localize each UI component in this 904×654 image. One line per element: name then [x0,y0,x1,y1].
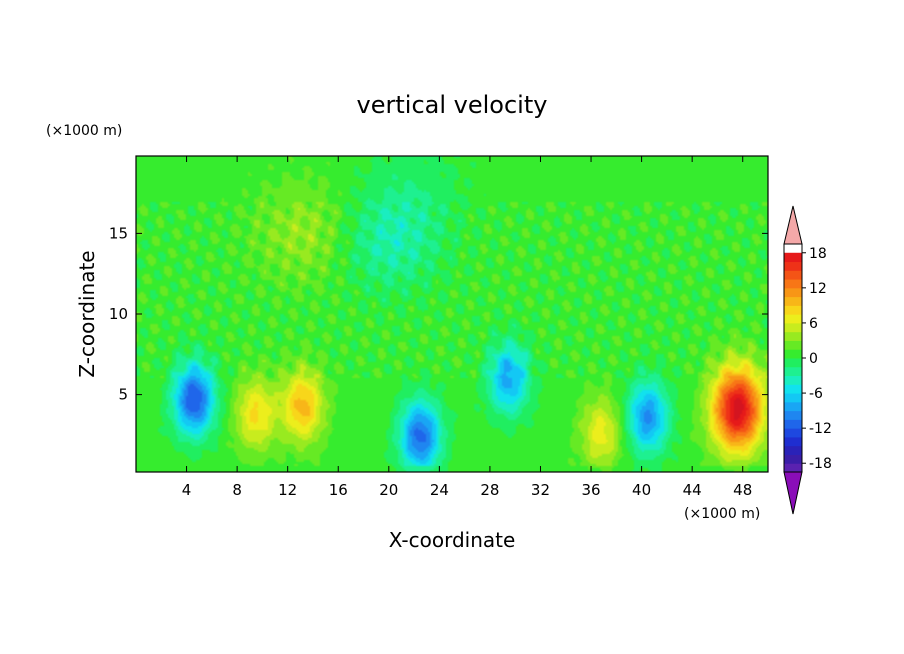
colorbar-segment [784,410,802,420]
x-tick-label: 28 [480,481,499,499]
x-tick-label: 24 [430,481,449,499]
colorbar-segment [784,419,802,429]
colorbar-segment [784,366,802,377]
x-tick-label: 36 [581,481,600,499]
x-axis-label: X-coordinate [389,528,516,552]
colorbar-segment [784,331,802,341]
colorbar-segment [784,428,802,438]
colorbar-segment [784,349,802,359]
colorbar-tick-label: -12 [809,421,832,437]
colorbar-tick-label: -18 [809,456,832,472]
colorbar-extend-min [783,471,803,515]
colorbar-segment [784,340,802,350]
colorbar-segment [784,305,802,315]
colorbar-segment [784,463,802,473]
colorbar-segment [784,375,802,385]
x-tick-label: 16 [329,481,348,499]
colorbar-tick-label: -6 [809,386,823,402]
y-unit-label: (×1000 m) [46,123,122,139]
colorbar-tick-label: 18 [809,246,827,262]
colorbar-tick-label: 12 [809,281,827,297]
colorbar-segment [784,296,802,306]
colorbar-segment [784,436,802,447]
x-tick-label: 20 [379,481,398,499]
colorbar-segment [784,358,802,368]
colorbar-tick-label: 0 [809,351,818,367]
colorbar-segment [784,322,802,333]
y-axis-label: Z-coordinate [75,250,99,377]
colorbar-segment [784,314,802,324]
x-tick-label: 44 [683,481,702,499]
plot-area [135,155,769,473]
y-tick-label: 10 [109,305,128,323]
chart-title: vertical velocity [357,91,548,119]
y-axis: 5 10 15 [109,224,768,404]
colorbar-segment [784,393,802,403]
colorbar-tick-label: 6 [809,316,818,332]
colorbar-segment [784,261,802,271]
x-tick-label: 12 [278,481,297,499]
x-tick-label: 4 [182,481,192,499]
colorbar-segment [784,270,802,280]
x-unit-label: (×1000 m) [684,506,760,522]
x-tick-label: 8 [232,481,242,499]
colorbar-segment [784,279,802,289]
colorbar-segment [784,445,802,455]
colorbar-segment [784,287,802,298]
y-tick-label: 15 [109,224,128,242]
colorbar-segment [784,401,802,412]
colorbar-extend-max [783,205,803,245]
y-tick-label: 5 [118,386,128,404]
colorbar-segment [784,454,802,464]
x-tick-label: 32 [531,481,550,499]
colorbar-segment [784,252,802,263]
colorbar: -18 -12 -6 0 6 12 18 [783,205,832,515]
colorbar-segment [784,384,802,394]
velocity-field [136,156,768,472]
x-axis: 4 8 12 16 20 24 28 32 36 40 44 48 [182,156,752,499]
x-tick-label: 40 [632,481,651,499]
x-tick-label: 48 [733,481,752,499]
